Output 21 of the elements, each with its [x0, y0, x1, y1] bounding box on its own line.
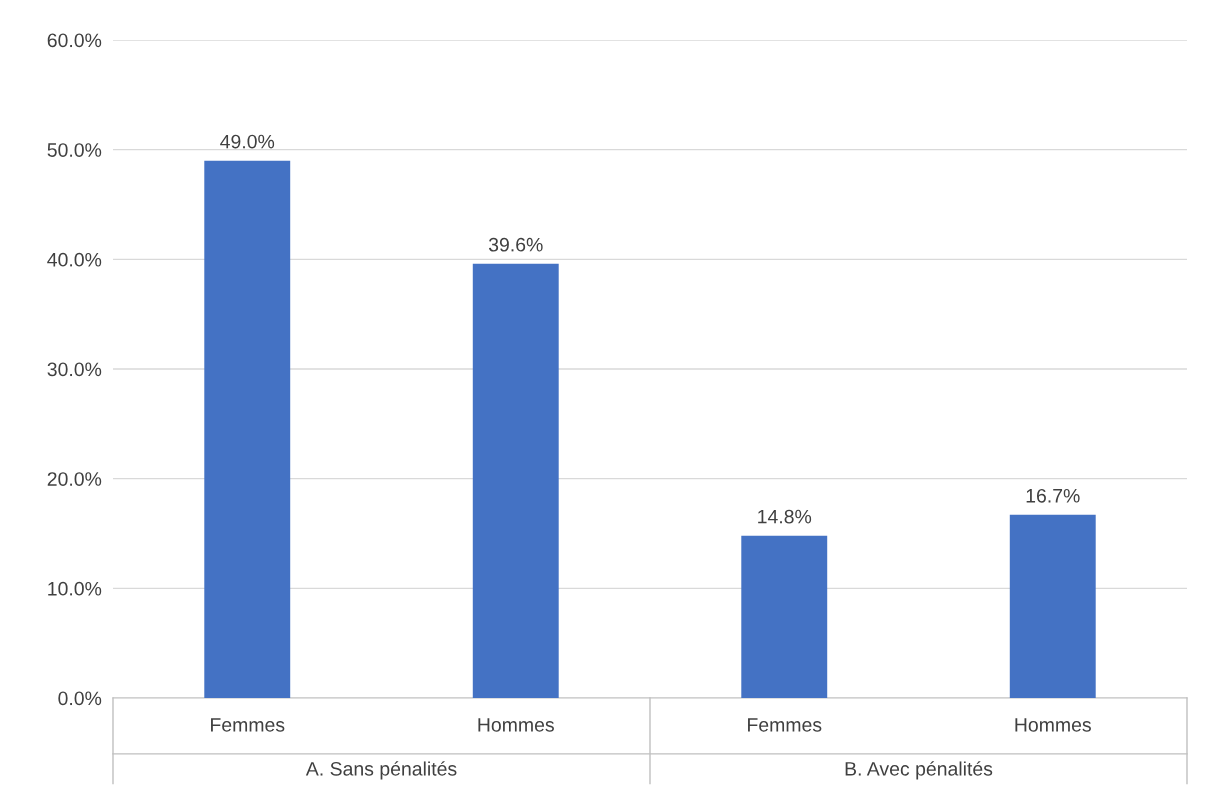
y-tick-label: 0.0%	[58, 691, 102, 706]
bar	[1009, 514, 1096, 698]
data-label: 14.8%	[758, 509, 812, 524]
y-tick-label: 10.0%	[48, 581, 102, 596]
bar	[204, 160, 291, 698]
y-tick-label: 30.0%	[47, 362, 102, 377]
y-tick-label: 20.0%	[47, 472, 102, 486]
data-label: 49.0%	[220, 134, 275, 149]
y-tick-label: 40.0%	[47, 252, 102, 267]
data-label: 39.6%	[488, 237, 543, 252]
x-tick-label: Femmes	[748, 718, 822, 732]
bar	[472, 263, 559, 698]
text: B. Avec pénalités	[845, 761, 993, 780]
data-label: 16.7%	[1026, 488, 1080, 503]
x-tick-label: Hommes	[478, 718, 554, 732]
y-tick-label: 60.0%	[47, 33, 102, 48]
bar	[741, 535, 828, 698]
y-tick-label: 50.0%	[47, 143, 102, 157]
x-tick-label: Hommes	[1015, 718, 1091, 732]
x-tick-label: Femmes	[211, 718, 285, 732]
text: A. Sans pénalités	[305, 761, 457, 780]
